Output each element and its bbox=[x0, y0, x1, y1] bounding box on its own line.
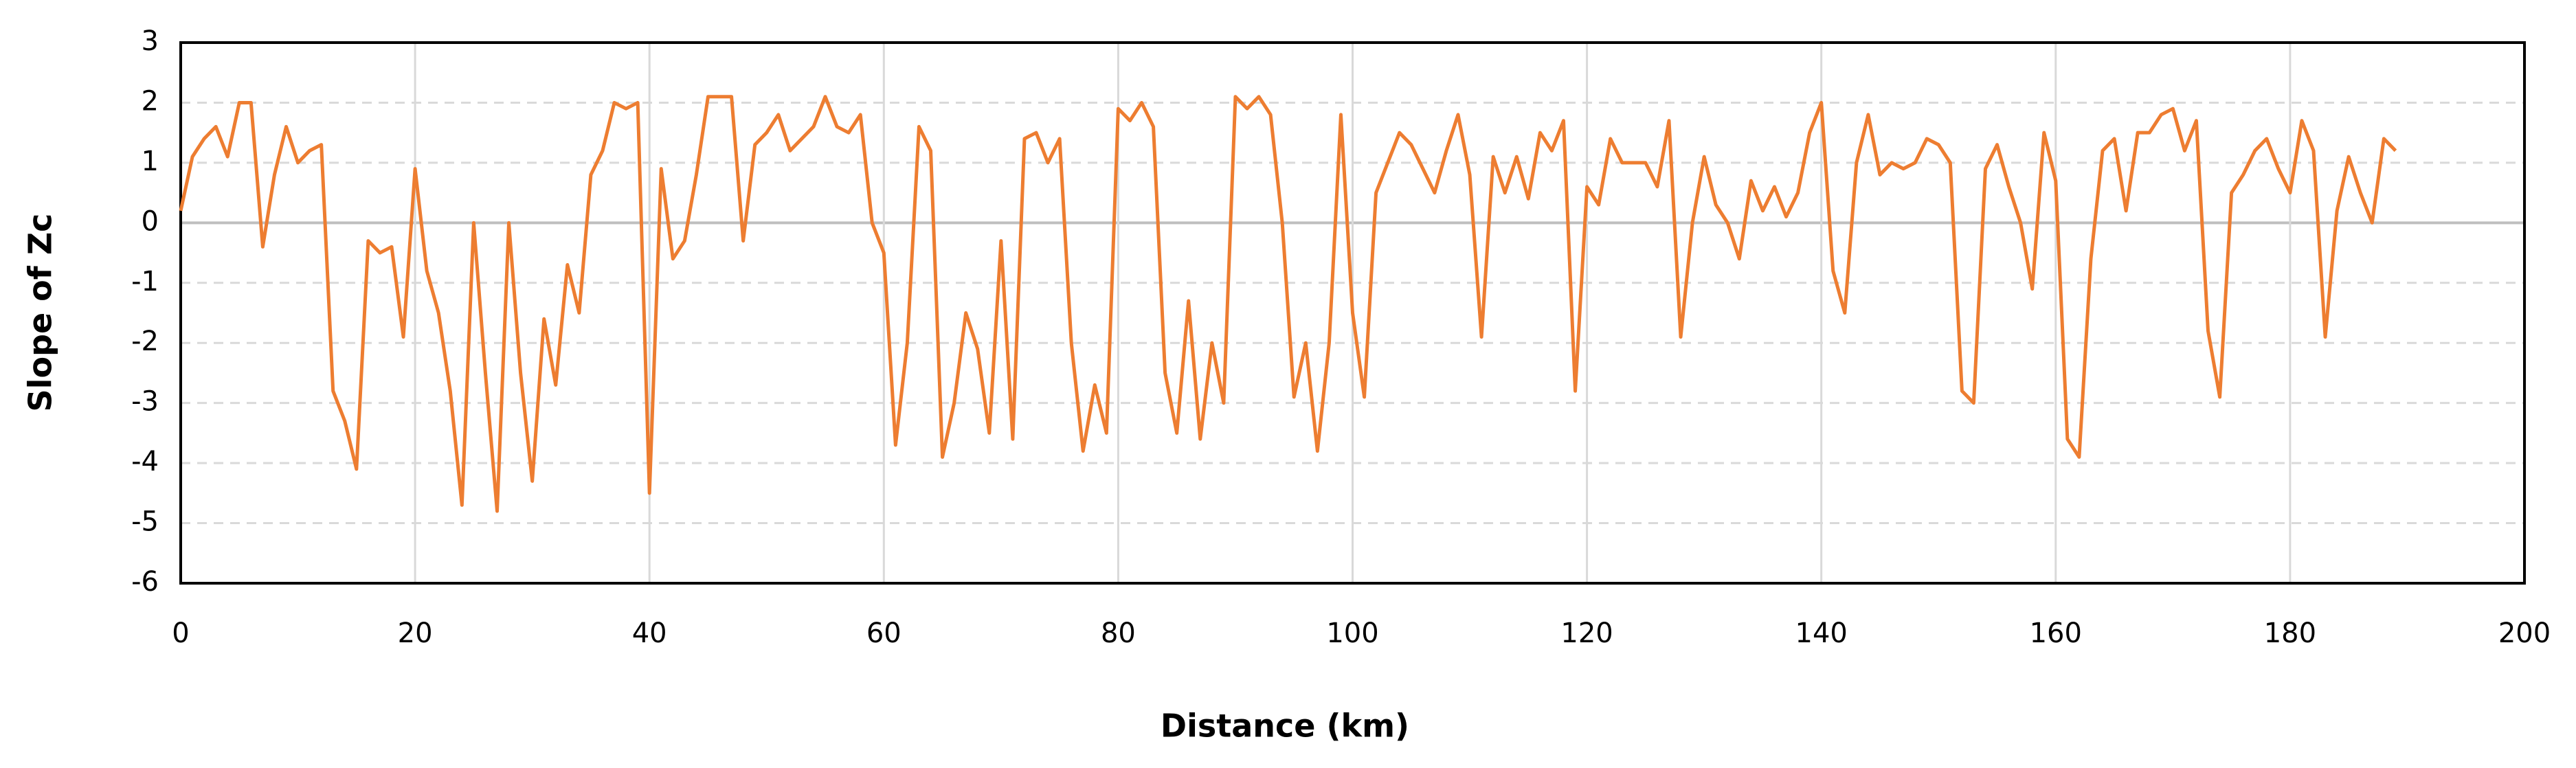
x-tick-label: 140 bbox=[1795, 618, 1848, 649]
x-axis-title: Distance (km) bbox=[1161, 708, 1409, 745]
y-tick-label: -3 bbox=[131, 386, 159, 418]
y-tick-label: -5 bbox=[131, 506, 159, 538]
x-tick-label: 0 bbox=[172, 618, 189, 649]
y-tick-label: -1 bbox=[131, 266, 159, 297]
data-line bbox=[179, 95, 2397, 513]
y-tick-label: 1 bbox=[142, 146, 159, 177]
x-tick-label: 200 bbox=[2498, 618, 2551, 649]
y-tick-label: -6 bbox=[131, 566, 159, 598]
x-tick-label: 160 bbox=[2030, 618, 2082, 649]
plot-frame bbox=[179, 41, 2526, 585]
y-axis-title: Slope of Zc bbox=[22, 214, 59, 412]
y-tick-label: -4 bbox=[131, 446, 159, 477]
y-tick-label: 0 bbox=[142, 205, 159, 237]
y-tick-label: 2 bbox=[142, 85, 159, 117]
x-tick-label: 60 bbox=[866, 618, 901, 649]
x-tick-label: 180 bbox=[2264, 618, 2316, 649]
y-tick-label: -2 bbox=[131, 326, 159, 357]
x-tick-label: 100 bbox=[1326, 618, 1378, 649]
y-tick-label: 3 bbox=[142, 25, 159, 57]
x-tick-label: 80 bbox=[1101, 618, 1136, 649]
x-tick-label: 20 bbox=[398, 618, 433, 649]
x-tick-label: 40 bbox=[632, 618, 667, 649]
x-tick-label: 120 bbox=[1560, 618, 1613, 649]
